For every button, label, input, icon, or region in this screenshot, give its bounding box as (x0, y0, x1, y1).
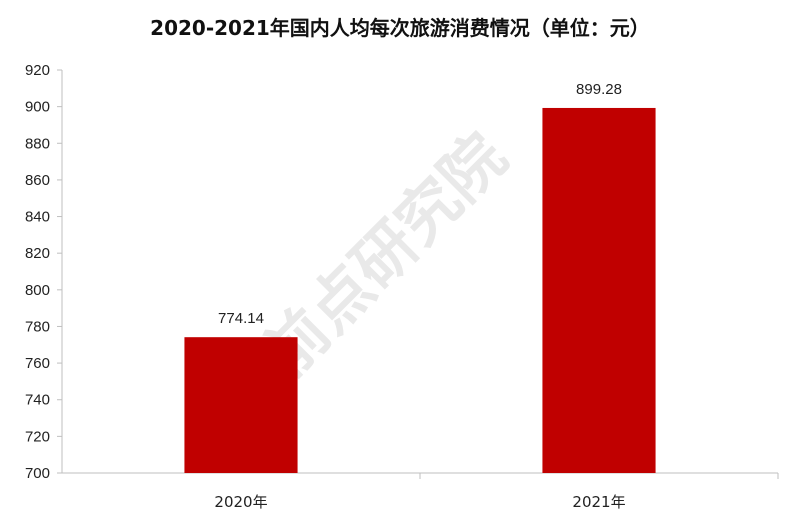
chart-title: 2020-2021年国内人均每次旅游消费情况（单位：元） (150, 16, 650, 40)
y-axis: 700 720 740 760 780 800 820 840 860 880 900 920 (25, 62, 63, 482)
bar-1 (184, 337, 298, 473)
x-tick-label: 2021年 (572, 493, 625, 511)
x-axis: 2020年 2021年 (62, 472, 779, 511)
y-tick-label: 720 (25, 428, 50, 445)
y-tick-label: 800 (25, 282, 50, 299)
bar-2 (542, 107, 656, 474)
y-tick-label: 900 (25, 99, 50, 116)
data-label-2: 899.28 (576, 81, 622, 98)
y-tick-label: 920 (25, 62, 50, 79)
y-tick-label: 860 (25, 172, 50, 189)
x-tick-label: 2020年 (214, 493, 267, 511)
y-tick-label: 740 (25, 392, 50, 409)
y-tick-label: 840 (25, 209, 50, 226)
data-label-1: 774.14 (218, 310, 264, 327)
y-tick-label: 700 (25, 465, 50, 482)
y-tick-label: 760 (25, 355, 50, 372)
y-tick-label: 780 (25, 318, 50, 335)
y-tick-label: 880 (25, 135, 50, 152)
bars (184, 107, 656, 474)
data-labels: 774.14 899.28 (218, 81, 622, 327)
y-tick-label: 820 (25, 245, 50, 262)
